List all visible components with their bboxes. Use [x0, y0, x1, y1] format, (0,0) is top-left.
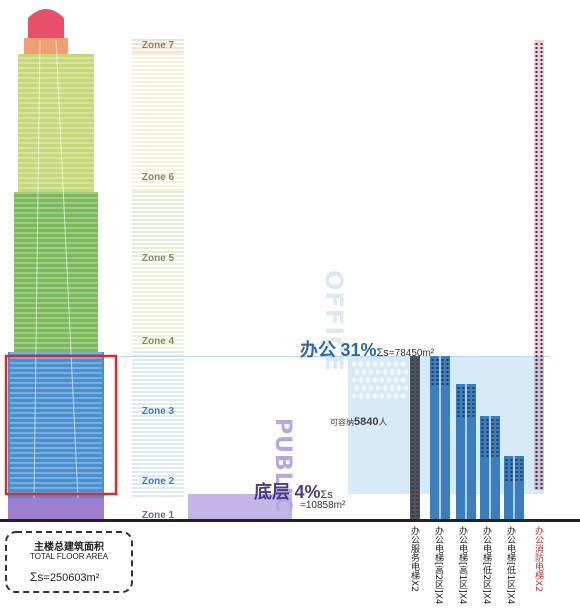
elevator-shaft	[480, 416, 500, 519]
office-vertical-label: OFFICE	[320, 270, 348, 373]
total-label-en: TOTAL FLOOR AREA	[29, 552, 109, 561]
occupant-pattern	[351, 361, 409, 399]
total-label-cn: 主楼总建筑面积	[34, 542, 104, 553]
office-title: 办公	[300, 340, 336, 361]
public-vertical-label: PUBLIC	[270, 418, 295, 514]
public-sum-value: =10858m²	[300, 500, 346, 511]
public-stats: 底层 4%Σs	[254, 478, 333, 504]
public-area-band	[188, 494, 292, 520]
office-percent: 31%	[340, 340, 377, 360]
ground-line	[0, 519, 580, 522]
tower-zone-5-4	[14, 192, 98, 352]
office-highlight-box	[4, 354, 118, 496]
zone-label-6: Zone 6	[141, 172, 175, 183]
total-sum: Σs=250603m²	[30, 568, 99, 586]
total-sum-value: =250603m²	[43, 572, 100, 584]
elevator-shaft	[504, 456, 524, 519]
capacity-unit: 人	[378, 418, 388, 428]
public-percent: 4%	[294, 482, 321, 502]
elevator-label-low1: 办公电梯[低1区]X4	[505, 526, 515, 605]
tower	[8, 9, 104, 521]
zone-label-3: Zone 3	[141, 406, 175, 417]
office-stats: 办公 31%Σs=78450m²	[300, 336, 434, 362]
elevator-shaft	[534, 40, 544, 490]
zone-label-1: Zone 1	[141, 510, 175, 521]
zone-label-7: Zone 7	[141, 40, 175, 51]
tower-zone-3-2	[8, 352, 104, 498]
elevator-shaft	[430, 356, 450, 519]
office-capacity: 可容纳5840人	[330, 412, 388, 430]
elevator-shaft	[410, 356, 420, 521]
elevator-shafts	[410, 40, 544, 521]
capacity-label: 可容纳	[330, 418, 354, 427]
zone-label-4: Zone 4	[141, 336, 175, 347]
office-sum-symbol: Σs	[376, 347, 389, 359]
total-area-box	[5, 531, 133, 593]
zone-floor-column	[132, 39, 184, 497]
elevator-label-low2: 办公电梯[低2区]X4	[481, 526, 491, 605]
office-band-top-line	[120, 356, 550, 357]
elevator-shaft	[456, 384, 476, 519]
tower-zone-7	[24, 38, 68, 54]
office-sum-value: =78450m²	[388, 348, 435, 359]
total-sum-symbol: Σs	[30, 570, 44, 584]
public-title: 底层	[254, 482, 290, 503]
public-sum-symbol: Σs	[320, 489, 333, 501]
zone-label-5: Zone 5	[141, 253, 175, 264]
elevator-label-high2: 办公电梯[高2区]X4	[433, 526, 443, 605]
elevator-label-service: 办公服务电梯X2	[409, 526, 419, 592]
zone-label-2: Zone 2	[141, 476, 175, 487]
elevator-label-high1: 办公电梯[高1区]X4	[457, 526, 467, 605]
elevator-label-fire: 办公消防电梯X2	[533, 526, 543, 592]
tower-zone-1	[8, 498, 104, 521]
tower-crown	[28, 9, 64, 38]
capacity-value: 5840	[354, 416, 379, 428]
